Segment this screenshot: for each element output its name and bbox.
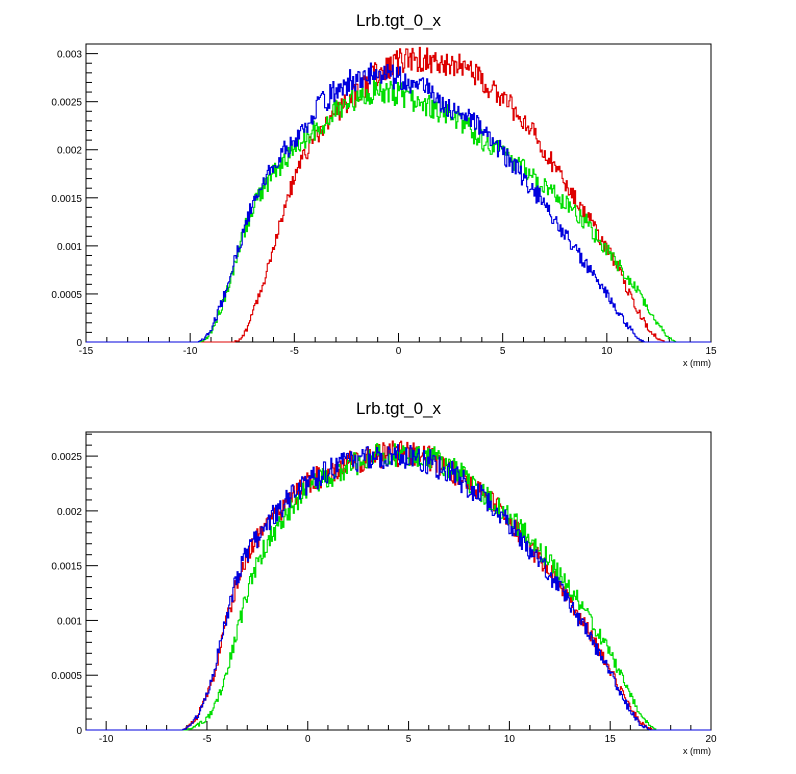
series-line-2 — [86, 80, 711, 343]
y-tick-label: 0.0025 — [51, 452, 82, 463]
y-tick-label: 0.001 — [57, 616, 82, 627]
y-tick-label: 0.002 — [57, 507, 82, 518]
y-tick-label: 0.002 — [57, 146, 82, 157]
y-tick-label: 0 — [76, 338, 82, 349]
x-tick-label: 15 — [605, 734, 617, 745]
x-tick-label: -5 — [290, 346, 299, 357]
y-tick-label: 0 — [76, 726, 82, 737]
x-tick-label: 20 — [705, 734, 717, 745]
x-tick-label: 10 — [504, 734, 516, 745]
x-tick-label: 5 — [500, 346, 506, 357]
series-line-3 — [86, 62, 711, 343]
x-tick-label: -15 — [79, 346, 94, 357]
x-tick-label: 15 — [705, 346, 717, 357]
x-tick-label: -5 — [203, 734, 212, 745]
chart-panel-1: Lrb.tgt_0_x 0 0.0005 0.001 0.0015 0.002 0.0025… — [51, 11, 717, 368]
x-tick-label: -10 — [183, 346, 198, 357]
x-tick-label: -10 — [99, 734, 114, 745]
x-tick-label: 5 — [406, 734, 412, 745]
x-tick-label: 0 — [305, 734, 311, 745]
chart-title: Lrb.tgt_0_x — [356, 399, 442, 418]
y-tick-label: 0.0025 — [51, 98, 82, 109]
y-tick-label: 0.0015 — [51, 562, 82, 573]
x-axis-label: x (mm) — [683, 358, 711, 368]
series-line-3 — [86, 444, 711, 731]
x-tick-label: 0 — [396, 346, 402, 357]
y-tick-label: 0.0005 — [51, 671, 82, 682]
series-line-1 — [86, 440, 711, 731]
y-tick-label: 0.0015 — [51, 194, 82, 205]
chart-panel-2: Lrb.tgt_0_x 0 0.0005 0.001 0.0015 0.002 0.0025… — [51, 399, 717, 756]
y-tick-label: 0.0005 — [51, 290, 82, 301]
series-line-2 — [86, 443, 711, 731]
y-tick-label: 0.001 — [57, 242, 82, 253]
y-tick-label: 0.003 — [57, 50, 82, 61]
plot-frame — [85, 431, 712, 731]
series-line-1 — [86, 46, 711, 343]
x-tick-label: 10 — [601, 346, 613, 357]
chart-title: Lrb.tgt_0_x — [356, 11, 442, 30]
x-axis-label: x (mm) — [683, 746, 711, 756]
